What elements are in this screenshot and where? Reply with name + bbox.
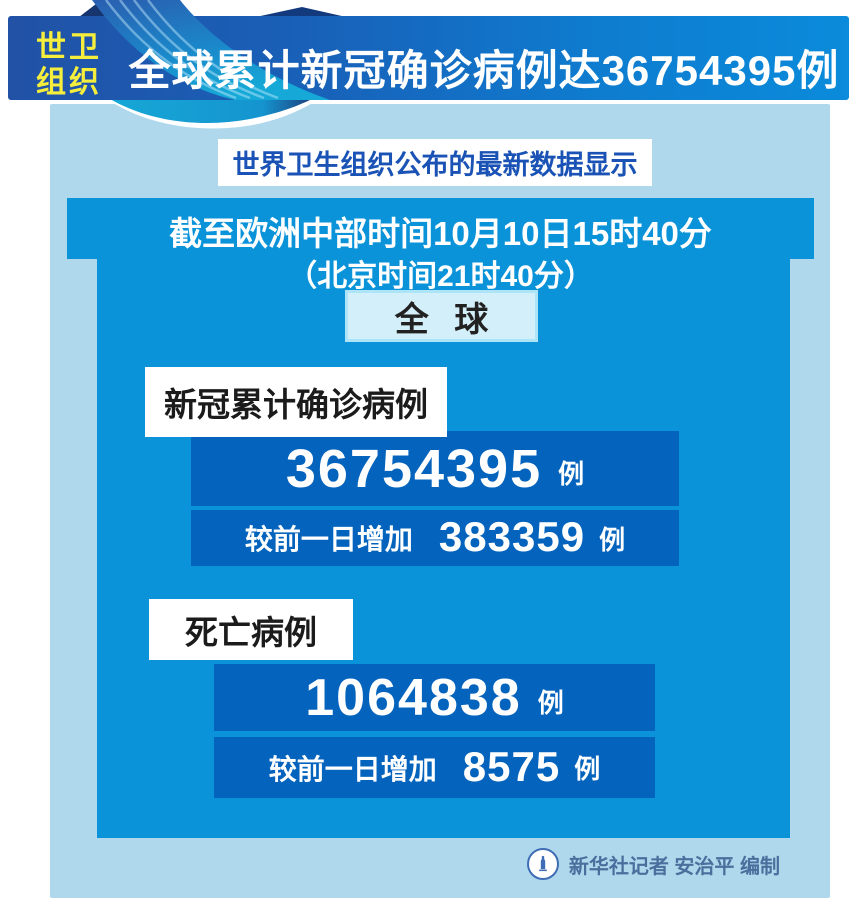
deaths-total-unit: 例 bbox=[537, 688, 564, 718]
asof-time-line1: 截至欧洲中部时间10月10日15时40分 bbox=[169, 215, 712, 252]
deaths-delta-value: 8575 bbox=[462, 742, 561, 790]
intro-box: 世界卫生组织公布的最新数据显示 bbox=[218, 139, 652, 186]
confirmed-cases-delta-row: 较前一日增加 383359 例 bbox=[191, 510, 679, 566]
deaths-delta-box: 较前一日增加 8575 例 bbox=[214, 737, 655, 798]
ribbon-fold bbox=[92, 0, 330, 100]
xinhua-logo-icon bbox=[526, 848, 559, 880]
confirmed-cases-total-box: 36754395 例 bbox=[191, 431, 679, 506]
intro-text: 世界卫生组织公布的最新数据显示 bbox=[232, 150, 638, 180]
ribbon-wave bbox=[110, 98, 314, 123]
deaths-label-text: 死亡病例 bbox=[185, 613, 317, 651]
confirmed-cases-total-unit: 例 bbox=[558, 459, 585, 489]
page-title: 全球累计新冠确诊病例达36754395例 bbox=[128, 47, 840, 94]
confirmed-cases-delta-label: 较前一日增加 bbox=[244, 524, 413, 555]
deaths-delta-unit: 例 bbox=[574, 754, 601, 784]
credit-text: 新华社记者 安治平 编制 bbox=[568, 855, 780, 878]
deaths-total-value: 1064838 bbox=[305, 668, 522, 727]
ribbon-streaks bbox=[105, 0, 279, 100]
deaths-delta-label: 较前一日增加 bbox=[268, 753, 437, 785]
confirmed-cases-total-value: 36754395 bbox=[285, 438, 543, 499]
confirmed-cases-delta-box: 较前一日增加 383359 例 bbox=[191, 510, 679, 566]
deaths-total-box: 1064838 例 bbox=[214, 664, 655, 731]
deaths-delta-row: 较前一日增加 8575 例 bbox=[214, 737, 655, 798]
confirmed-cases-delta-unit: 例 bbox=[599, 524, 626, 555]
org-label-line1: 世卫 bbox=[36, 31, 102, 64]
deaths-label: 死亡病例 bbox=[149, 599, 353, 660]
org-label: 世卫 组织 bbox=[36, 30, 102, 100]
org-label-line2: 组织 bbox=[36, 66, 102, 99]
confirmed-cases-label-text: 新冠累计确诊病例 bbox=[164, 386, 428, 423]
scope-badge: 全 球 bbox=[345, 290, 538, 342]
asof-time-line2: （北京时间21时40分） bbox=[287, 260, 594, 293]
confirmed-cases-delta-value: 383359 bbox=[438, 513, 586, 560]
header-ribbon-banner bbox=[8, 0, 849, 129]
confirmed-cases-label: 新冠累计确诊病例 bbox=[145, 367, 447, 437]
footer-credit: 新华社记者 安治平 编制 bbox=[440, 845, 780, 883]
blue-panel-top bbox=[67, 198, 814, 259]
scope-label: 全 球 bbox=[394, 300, 497, 339]
